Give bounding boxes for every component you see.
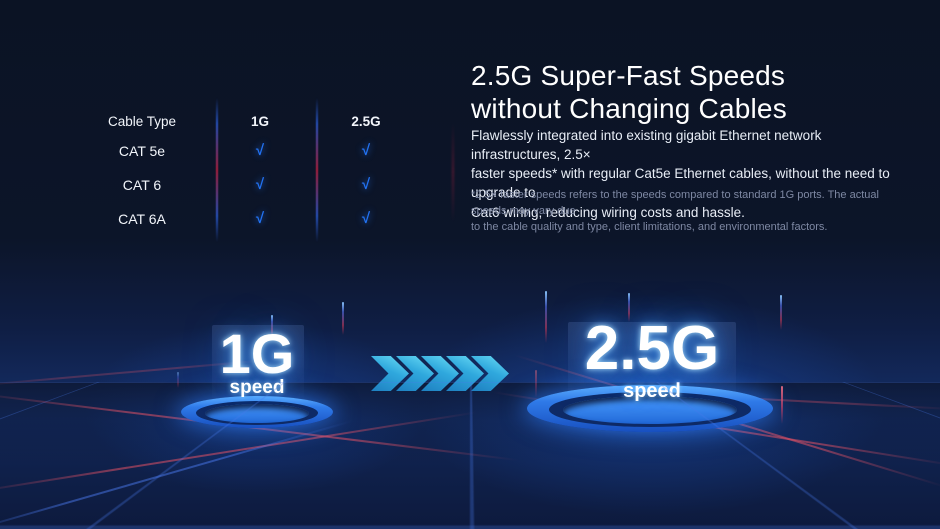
- light-streak: [177, 372, 179, 388]
- table-column-divider: [316, 98, 318, 242]
- speed-upgrade-arrows: [371, 356, 509, 391]
- table-column-divider: [216, 98, 218, 242]
- speed-value-2-5g: 2.5G: [584, 314, 720, 383]
- speed-value-1g: 1G: [219, 322, 295, 385]
- body-paragraph: Flawlessly integrated into existing giga…: [471, 128, 890, 220]
- check-icon: √: [255, 176, 265, 193]
- light-streak: [271, 315, 273, 337]
- column-header-2-5g: 2.5G: [351, 114, 381, 129]
- red-accent-line: [452, 122, 454, 222]
- speed-label-1g: speed: [229, 377, 285, 398]
- row-label-cat6a: CAT 6A: [118, 211, 166, 227]
- light-streak: [545, 291, 547, 343]
- column-header-1g: 1G: [250, 114, 269, 129]
- check-icon: √: [361, 176, 371, 193]
- check-icon: √: [255, 210, 265, 227]
- light-streak: [628, 293, 630, 322]
- check-icon: √: [255, 142, 265, 159]
- column-header-cable-type: Cable Type: [107, 114, 177, 129]
- check-icon: √: [361, 210, 371, 227]
- light-streak: [535, 370, 537, 398]
- speed-label-2-5g: speed: [623, 380, 681, 402]
- light-streak: [780, 295, 782, 330]
- row-label-cat5e: CAT 5e: [118, 143, 166, 159]
- footnote-disclaimer: *2.5× faster speeds refers to the speeds…: [471, 189, 879, 233]
- check-icon: √: [361, 142, 371, 159]
- platform-disc: [563, 396, 737, 424]
- platform-disc: [205, 404, 309, 423]
- light-streak: [342, 302, 344, 335]
- page-title: 2.5G Super-Fast Speeds without Changing …: [471, 60, 787, 124]
- row-label-cat6: CAT 6: [122, 177, 162, 193]
